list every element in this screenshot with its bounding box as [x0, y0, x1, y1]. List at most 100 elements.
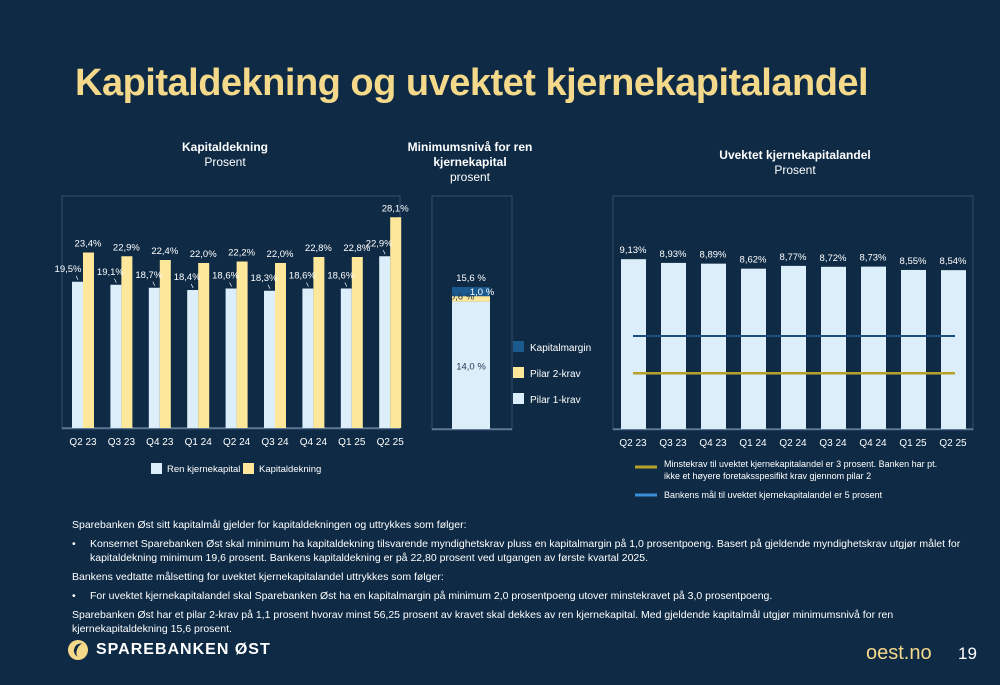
chart3-bar-label: 8,93% [660, 249, 687, 260]
chart1-heading: Kapitaldekning Prosent [150, 140, 300, 170]
chart3-bar [941, 270, 966, 429]
chart3-plot-frame [612, 195, 974, 431]
chart1-title: Kapitaldekning [181, 140, 268, 154]
chart1-x-tick: Q2 23 [69, 437, 97, 448]
logo-icon [68, 640, 88, 660]
chart2-legend-label: Pilar 1-krav [530, 395, 581, 406]
chart1-x-tick: Q4 24 [300, 437, 328, 448]
chart1-label-leader [382, 250, 386, 255]
chart1-bar-ren-kjernekapital [148, 287, 160, 428]
chart1-label-leader [344, 282, 348, 287]
bank-logo: SPAREBANKEN ØST [68, 640, 271, 660]
bullet-2-text: For uvektet kjernekapitalandel skal Spar… [90, 590, 773, 602]
chart1-bar-kapitaldekning [198, 263, 210, 428]
chart3-bar-label: 8,77% [780, 252, 807, 263]
chart3-x-tick: Q4 23 [699, 438, 727, 449]
chart3-bar-label: 8,55% [900, 256, 927, 267]
chart1-x-tick: Q3 23 [108, 437, 136, 448]
body-text: Sparebanken Øst sitt kapitalmål gjelder … [72, 518, 972, 641]
chart1-legend-kapitaldekning: Kapitaldekning [259, 464, 321, 475]
chart1-label-leader [267, 284, 271, 289]
chart3-bar-label: 8,73% [860, 253, 887, 264]
chart3-bar [621, 259, 646, 429]
chart2-segment-pilar2 [452, 296, 490, 302]
chart1-label-kapitaldekning: 22,4% [151, 246, 178, 257]
chart2-total-label: 15,6 % [456, 273, 486, 284]
page-number: 19 [958, 644, 977, 663]
chart1-legend-swatch-kapitaldekning [243, 463, 254, 474]
chart1-label-ren-kjernekapital: 18,6% [289, 271, 316, 282]
chart2-label-pilar2: 0,6 % [450, 292, 475, 303]
chart1-label-kapitaldekning: 22,8% [343, 243, 370, 254]
chart1-bar-ren-kjernekapital [264, 290, 275, 428]
chart3-bar [821, 266, 846, 429]
chart1-label-ren-kjernekapital: 18,3% [251, 273, 278, 284]
chart1-x-tick: Q1 25 [338, 437, 366, 448]
chart3-x-tick: Q1 25 [899, 438, 927, 449]
chart1-label-kapitaldekning: 22,9% [113, 242, 140, 253]
page-title: Kapitaldekning og uvektet kjernekapitala… [75, 62, 869, 104]
chart3-x-tick: Q2 24 [779, 438, 807, 449]
chart3-title: Uvektet kjernekapitalandel [719, 148, 871, 162]
chart1-bar-kapitaldekning [351, 257, 363, 428]
chart1-label-ren-kjernekapital: 18,7% [135, 270, 162, 281]
chart1-x-tick: Q4 23 [146, 437, 174, 448]
chart1-label-kapitaldekning: 28,1% [382, 203, 409, 214]
bullet-1-text: Konsernet Sparebanken Øst skal minimum h… [90, 538, 961, 564]
chart1-label-ren-kjernekapital: 19,5% [55, 264, 82, 275]
chart1-plot-frame [61, 195, 401, 430]
chart1-label-kapitaldekning: 22,0% [267, 249, 294, 260]
chart1-label-kapitaldekning: 22,2% [228, 248, 255, 259]
paragraph-1: Sparebanken Øst sitt kapitalmål gjelder … [72, 519, 467, 531]
paragraph-2: Bankens vedtatte målsetting for uvektet … [72, 571, 444, 583]
chart2-legend-swatch [513, 341, 524, 352]
chart1-subtitle: Prosent [204, 155, 246, 169]
chart3-bar-label: 8,62% [740, 255, 767, 266]
chart1-bar-ren-kjernekapital [340, 288, 352, 428]
chart3-x-tick: Q4 24 [859, 438, 887, 449]
chart3-legend-minstekrav-line1: Minstekrav til uvektet kjernekapitalande… [664, 459, 937, 469]
chart2-title-line1: Minimumsnivå for ren [407, 140, 533, 154]
chart3-subtitle: Prosent [774, 163, 816, 177]
chart1-bar-kapitaldekning [83, 252, 94, 428]
chart3-bar [701, 263, 726, 429]
chart1-label-leader [152, 281, 156, 286]
chart2-legend-label: Kapitalmargin [530, 343, 591, 354]
chart3-bar [861, 266, 886, 429]
chart3-x-tick: Q3 24 [819, 438, 847, 449]
chart1-label-kapitaldekning: 22,8% [305, 243, 332, 254]
chart1-label-leader [229, 282, 232, 287]
chart1-label-leader [75, 275, 79, 280]
chart1-bar-ren-kjernekapital [225, 288, 237, 428]
chart1-label-ren-kjernekapital: 18,6% [327, 271, 354, 282]
chart1-label-leader [306, 282, 309, 287]
chart2-plot-frame [431, 195, 513, 431]
chart1-label-kapitaldekning: 23,4% [75, 239, 102, 250]
chart3-legend-minstekrav-line2: ikke et høyere foretaksspesifikt krav gj… [664, 471, 871, 481]
chart2-title-line2: kjernekapital [433, 155, 507, 169]
chart2-label-pilar1: 14,0 % [456, 361, 486, 372]
chart3-x-tick: Q3 23 [659, 438, 687, 449]
chart1-bar-ren-kjernekapital [302, 288, 314, 428]
chart3-bar [901, 269, 926, 429]
site-link[interactable]: oest.no [866, 642, 932, 664]
chart3-heading: Uvektet kjernekapitalandel Prosent [700, 148, 890, 178]
chart2-heading: Minimumsnivå for ren kjernekapital prose… [400, 140, 540, 185]
chart3-bar [781, 265, 806, 429]
chart2-legend-label: Pilar 2-krav [530, 369, 581, 380]
chart3-bar-label: 8,54% [940, 256, 967, 267]
chart1-bar-kapitaldekning [121, 256, 133, 428]
chart1-x-tick: Q3 24 [261, 437, 289, 448]
chart1-bar-kapitaldekning [313, 257, 325, 428]
chart1-label-leader [114, 278, 117, 283]
chart1-label-ren-kjernekapital: 18,6% [212, 271, 239, 282]
chart2-segment-pilar1 [452, 301, 490, 429]
bullet-2: • For uvektet kjernekapitalandel skal Spa… [72, 589, 972, 603]
chart2-label-kapitalmargin: 1,0 % [470, 287, 495, 298]
chart1-label-ren-kjernekapital: 19,1% [97, 267, 124, 278]
chart3-x-tick: Q2 25 [939, 438, 967, 449]
chart1-label-ren-kjernekapital: 22,9% [366, 238, 393, 249]
logo-text: SPAREBANKEN ØST [96, 641, 271, 658]
chart1-bar-ren-kjernekapital [110, 284, 122, 428]
bullet-1-marker: • [72, 538, 76, 550]
